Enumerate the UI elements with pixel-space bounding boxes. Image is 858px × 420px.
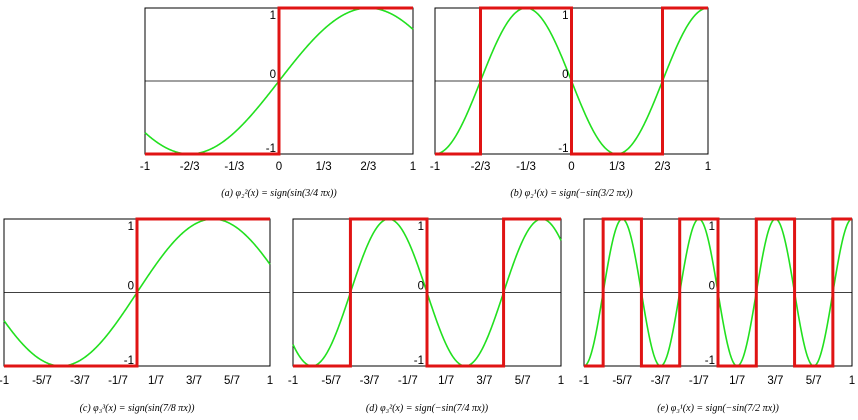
y-tick-label-e: 1 bbox=[709, 221, 715, 233]
sign-series-c bbox=[4, 217, 270, 368]
x-tick-label-a: 1 bbox=[410, 161, 416, 173]
x-tick-label-c: 5/7 bbox=[224, 375, 240, 387]
y-tick-label-c: 1 bbox=[128, 221, 134, 233]
chart-panel-a: -1 -2/3 -1/3 0 1/3 2/3 110-1(a) φ₂²(x) = sign(… bbox=[140, 6, 416, 199]
x-tick-label-b: -1/3 bbox=[516, 161, 536, 173]
x-tick-label-c: -1/7 bbox=[108, 375, 128, 387]
x-tick-label-a: 1/3 bbox=[316, 161, 332, 173]
x-tick-label-d: -5/7 bbox=[321, 375, 341, 387]
y-tick-label-a: -1 bbox=[266, 143, 276, 155]
chart-panel-d: -1 -5/7 -3/7 -1/7 1/7 3/7 5/7 1 1 0 -1 (d) φ₃²(x) =… bbox=[288, 217, 564, 414]
y-tick-label-e: 0 bbox=[709, 281, 715, 293]
x-tick-label-b: 1/3 bbox=[609, 161, 625, 173]
x-tick-label-e: -1/7 bbox=[689, 375, 709, 387]
x-tick-label-b: 2/3 bbox=[655, 161, 671, 173]
chart-panel-b: -1 -2/3 -1/3 0 1/3 2/3 110-1(b) φ₂¹(x) = sign(… bbox=[430, 6, 711, 199]
sign-series-e bbox=[584, 217, 852, 368]
x-tick-label-e: 3/7 bbox=[767, 375, 783, 387]
y-tick-label-d: 0 bbox=[418, 281, 424, 293]
y-tick-label-b: -1 bbox=[558, 143, 568, 155]
x-tick-label-e: 5/7 bbox=[806, 375, 822, 387]
chart-panel-e: -1 -5/7 -3/7 -1/7 1/7 3/7 5/7 1 1 0 -1 (e) φ₃¹(x) =… bbox=[579, 217, 855, 414]
y-tick-label-c: 0 bbox=[128, 281, 134, 293]
y-tick-label-b: 0 bbox=[562, 69, 568, 81]
x-tick-label-b: 0 bbox=[568, 161, 574, 173]
y-tick-label-c: -1 bbox=[124, 355, 134, 367]
caption-a: (a) φ₂²(x) = sign(sin(3/4 πx)) bbox=[221, 188, 337, 199]
x-tick-label-e: 1 bbox=[849, 375, 855, 387]
x-tick-label-e: -1 bbox=[579, 375, 589, 387]
x-tick-label-b: -2/3 bbox=[471, 161, 491, 173]
y-tick-label-b: 1 bbox=[562, 10, 568, 22]
y-tick-label-a: 1 bbox=[270, 10, 276, 22]
x-tick-label-d: 1 bbox=[558, 375, 564, 387]
x-tick-label-c: -1 bbox=[0, 375, 9, 387]
x-tick-label-d: -3/7 bbox=[360, 375, 380, 387]
x-tick-label-a: -1 bbox=[140, 161, 150, 173]
caption-d: (d) φ₃²(x) = sign(−sin(7/4 πx)) bbox=[366, 403, 489, 414]
x-tick-label-e: -3/7 bbox=[651, 375, 671, 387]
x-tick-label-c: 3/7 bbox=[186, 375, 202, 387]
x-tick-label-a: -2/3 bbox=[180, 161, 200, 173]
y-tick-label-e: -1 bbox=[705, 355, 715, 367]
x-tick-label-c: -5/7 bbox=[32, 375, 52, 387]
sign-series-d bbox=[293, 217, 561, 368]
x-tick-label-a: 2/3 bbox=[360, 161, 376, 173]
sign-series-b bbox=[435, 6, 708, 156]
x-tick-label-c: -3/7 bbox=[70, 375, 90, 387]
x-tick-label-b: -1 bbox=[430, 161, 440, 173]
caption-c: (c) φ₃³(x) = sign(sin(7/8 πx)) bbox=[80, 403, 196, 414]
x-tick-label-d: -1/7 bbox=[398, 375, 418, 387]
x-tick-label-c: 1/7 bbox=[148, 375, 164, 387]
x-tick-label-d: 3/7 bbox=[476, 375, 492, 387]
x-tick-label-d: -1 bbox=[288, 375, 298, 387]
y-tick-label-d: -1 bbox=[414, 355, 424, 367]
caption-e: (e) φ₃¹(x) = sign(−sin(7/2 πx)) bbox=[657, 403, 779, 414]
x-tick-label-c: 1 bbox=[267, 375, 273, 387]
x-tick-label-d: 1/7 bbox=[438, 375, 454, 387]
chart-panel-c: -1 -5/7 -3/7 -1/7 1/7 3/7 5/7 1 1 0 -1 (c) φ₃³(x) =… bbox=[0, 217, 273, 414]
x-tick-label-b: 1 bbox=[705, 161, 711, 173]
x-tick-label-e: -5/7 bbox=[612, 375, 632, 387]
x-tick-label-a: 0 bbox=[276, 161, 282, 173]
x-tick-label-e: 1/7 bbox=[729, 375, 745, 387]
x-tick-label-d: 5/7 bbox=[515, 375, 531, 387]
y-tick-label-d: 1 bbox=[418, 221, 424, 233]
sign-series-a bbox=[145, 6, 413, 156]
y-tick-label-a: 0 bbox=[270, 69, 276, 81]
x-tick-label-a: -1/3 bbox=[224, 161, 244, 173]
caption-b: (b) φ₂¹(x) = sign(−sin(3/2 πx)) bbox=[510, 188, 633, 199]
